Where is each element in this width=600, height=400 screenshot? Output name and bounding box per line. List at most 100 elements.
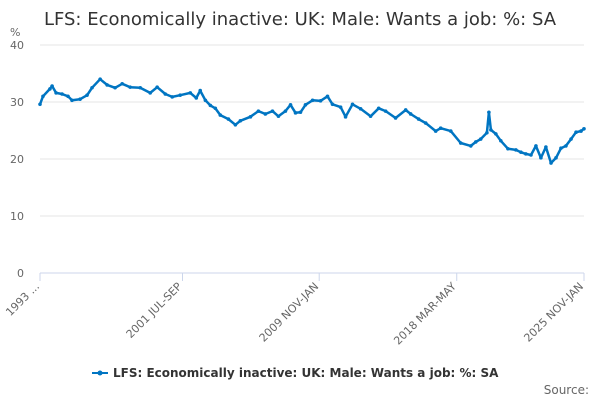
data-point[interactable]	[569, 137, 573, 141]
data-point[interactable]	[208, 103, 213, 108]
data-point[interactable]	[155, 85, 159, 89]
data-point[interactable]	[148, 91, 152, 95]
data-point[interactable]	[310, 98, 315, 103]
data-point[interactable]	[514, 148, 518, 152]
data-point[interactable]	[393, 116, 398, 120]
data-point[interactable]	[303, 103, 308, 107]
data-point[interactable]	[256, 109, 261, 113]
data-point[interactable]	[554, 156, 558, 160]
legend[interactable]: LFS: Economically inactive: UK: Male: Wa…	[92, 366, 499, 380]
data-point[interactable]	[499, 138, 503, 143]
data-point[interactable]	[376, 106, 381, 111]
data-point[interactable]	[288, 103, 293, 107]
data-point[interactable]	[358, 107, 363, 111]
data-point[interactable]	[233, 123, 238, 127]
x-tick-label: 2025 NOV-JAN	[521, 280, 586, 345]
data-point[interactable]	[293, 111, 298, 115]
data-point[interactable]	[238, 119, 243, 123]
data-point[interactable]	[544, 145, 548, 149]
data-point[interactable]	[41, 94, 45, 99]
data-point[interactable]	[529, 153, 533, 157]
data-point[interactable]	[383, 109, 388, 113]
data-point[interactable]	[283, 109, 288, 113]
data-point[interactable]	[433, 129, 438, 133]
y-tick-label: 40	[10, 39, 24, 52]
data-point[interactable]	[559, 146, 563, 150]
data-point[interactable]	[423, 121, 428, 125]
x-tick-label: 2018 MAR-MAY	[391, 280, 459, 348]
data-point[interactable]	[403, 108, 408, 112]
data-point[interactable]	[549, 161, 553, 165]
data-point[interactable]	[198, 88, 203, 93]
data-point[interactable]	[325, 94, 330, 99]
data-point[interactable]	[98, 77, 102, 81]
data-point[interactable]	[38, 102, 42, 107]
data-point[interactable]	[178, 93, 182, 97]
data-point[interactable]	[194, 96, 199, 100]
data-point[interactable]	[582, 126, 586, 131]
data-point[interactable]	[506, 146, 510, 151]
data-point[interactable]	[494, 132, 498, 136]
data-point[interactable]	[478, 137, 483, 141]
y-tick-label: 0	[17, 267, 24, 280]
data-point[interactable]	[519, 150, 523, 154]
x-tick-label: 2009 NOV-JAN	[257, 280, 322, 345]
data-point[interactable]	[574, 130, 578, 135]
data-point[interactable]	[330, 102, 335, 107]
data-point[interactable]	[408, 112, 413, 116]
data-point[interactable]	[350, 102, 355, 107]
data-point[interactable]	[163, 92, 168, 96]
data-point[interactable]	[85, 93, 89, 97]
data-point[interactable]	[120, 81, 124, 86]
y-axis-unit-label: %	[10, 26, 20, 39]
source-label: Source:	[544, 383, 589, 397]
data-point[interactable]	[579, 129, 583, 133]
x-tick-label: 2001 JUL-SEP	[124, 280, 185, 341]
data-point[interactable]	[416, 117, 421, 121]
series-line[interactable]	[38, 77, 585, 165]
data-point[interactable]	[218, 113, 223, 117]
data-point[interactable]	[203, 98, 208, 103]
data-point[interactable]	[213, 106, 218, 111]
data-point[interactable]	[226, 117, 231, 121]
data-point[interactable]	[564, 144, 568, 148]
data-point[interactable]	[263, 112, 268, 116]
data-point[interactable]	[138, 85, 143, 90]
data-point[interactable]	[298, 110, 303, 115]
data-point[interactable]	[343, 115, 348, 119]
data-point[interactable]	[50, 84, 54, 88]
data-point[interactable]	[318, 99, 323, 103]
chart-title: LFS: Economically inactive: UK: Male: Wa…	[44, 9, 557, 30]
x-tick-label: 1993 ...	[3, 280, 42, 319]
data-point[interactable]	[276, 114, 281, 119]
data-point[interactable]	[78, 97, 82, 101]
data-point[interactable]	[524, 152, 528, 156]
data-point[interactable]	[66, 94, 70, 99]
legend-marker-icon	[97, 370, 103, 376]
data-point[interactable]	[534, 144, 538, 148]
data-point[interactable]	[338, 105, 343, 109]
data-point[interactable]	[48, 87, 52, 91]
data-point[interactable]	[438, 126, 443, 131]
data-point[interactable]	[489, 128, 493, 132]
data-point[interactable]	[469, 144, 473, 148]
data-point[interactable]	[270, 109, 275, 113]
data-point[interactable]	[248, 115, 253, 119]
data-point[interactable]	[105, 83, 109, 87]
data-point[interactable]	[128, 85, 132, 89]
data-point[interactable]	[54, 91, 58, 95]
data-point[interactable]	[485, 130, 489, 135]
data-point[interactable]	[170, 95, 175, 99]
data-point[interactable]	[487, 110, 491, 115]
y-tick-label: 10	[10, 210, 24, 223]
data-point[interactable]	[539, 156, 543, 160]
data-point[interactable]	[113, 85, 117, 90]
data-point[interactable]	[368, 114, 373, 119]
data-point[interactable]	[473, 140, 478, 144]
data-point[interactable]	[448, 129, 453, 133]
data-point[interactable]	[60, 92, 64, 96]
data-point[interactable]	[188, 91, 193, 95]
data-point[interactable]	[70, 98, 74, 103]
data-point[interactable]	[90, 85, 94, 90]
data-point[interactable]	[458, 141, 463, 145]
